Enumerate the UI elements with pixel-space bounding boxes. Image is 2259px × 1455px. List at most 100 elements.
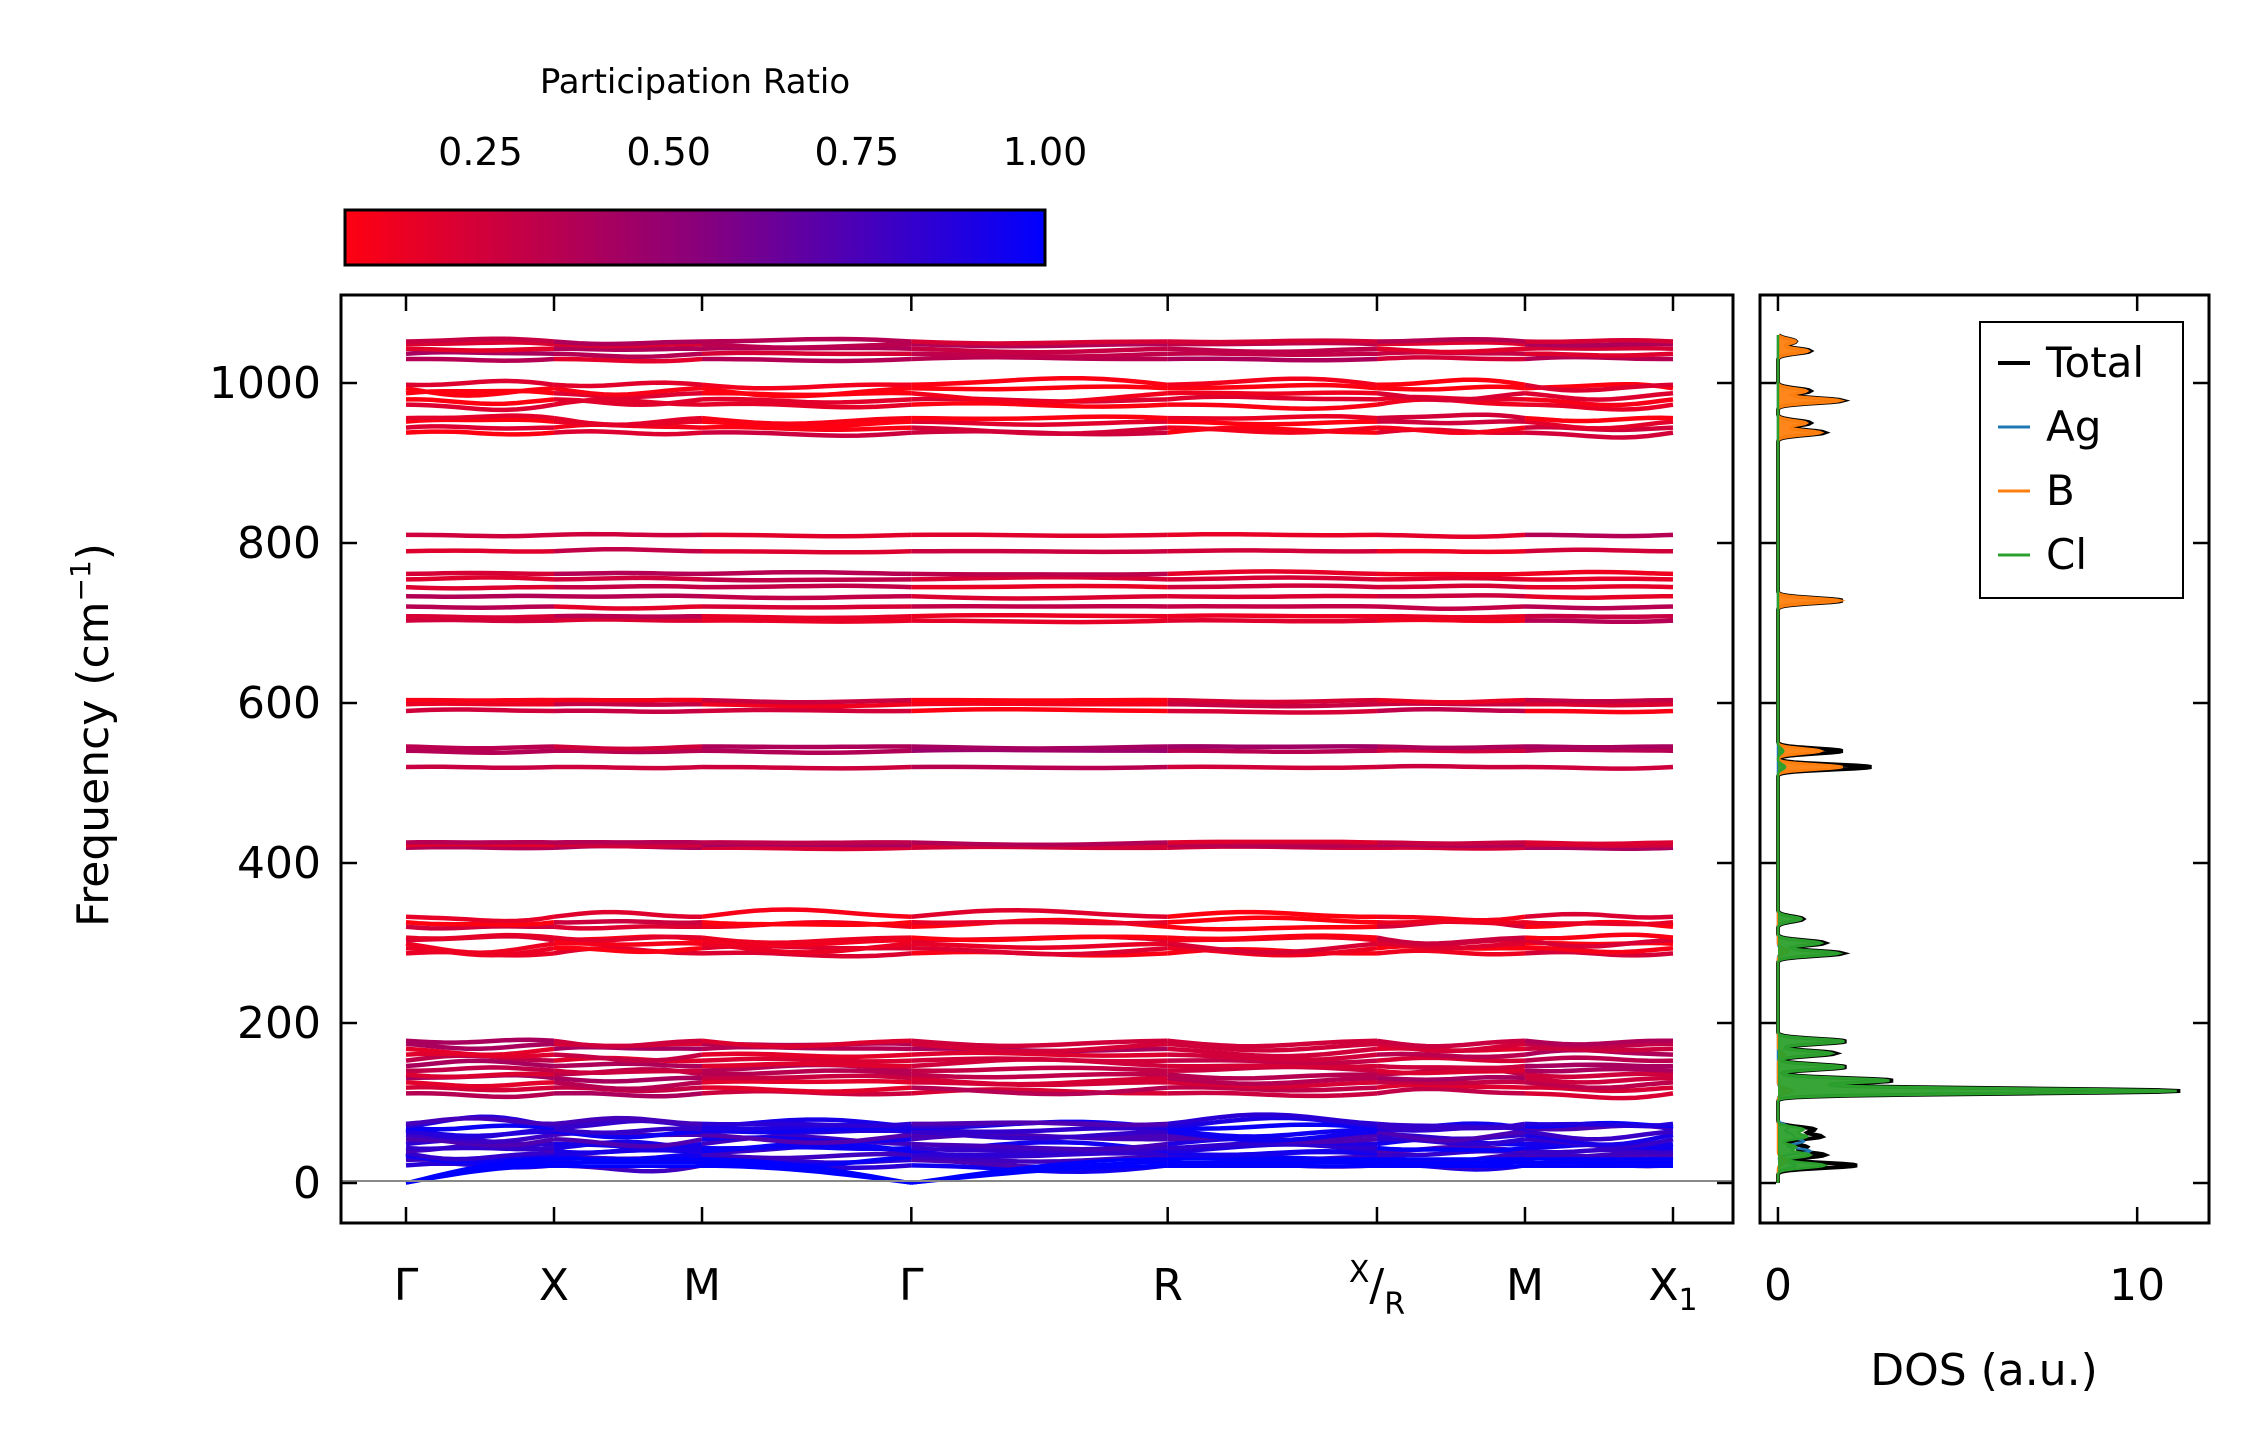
band-segment	[1167, 419, 1378, 427]
band-segment	[405, 593, 555, 599]
band-segment	[553, 934, 703, 943]
dos-line-cl	[1776, 335, 2177, 1183]
band-segment	[405, 1150, 555, 1162]
band-segment	[1524, 697, 1674, 704]
band-segment	[1167, 839, 1378, 845]
band-segment	[405, 764, 555, 771]
band-segment	[1167, 356, 1378, 363]
band-segment	[553, 351, 703, 360]
band-segment	[1376, 384, 1526, 392]
band-segment	[1167, 924, 1378, 932]
band-segment	[1376, 1136, 1526, 1147]
band-segment	[405, 1137, 555, 1148]
band-segment	[702, 744, 912, 750]
band-segment	[701, 569, 912, 577]
dos-axis-label: DOS (a.u.)	[1870, 1345, 2098, 1396]
frequency-tick-label: 200	[237, 998, 321, 1049]
band-segment	[1376, 346, 1526, 355]
kpoint-label: R	[1152, 1260, 1183, 1311]
band-segment	[405, 744, 555, 751]
band-segment	[1524, 1071, 1674, 1080]
band-segment	[911, 384, 1168, 392]
band-segment	[1167, 1046, 1378, 1059]
band-segment	[911, 414, 1168, 422]
band-segment	[553, 1080, 703, 1092]
colorbar-tick-label: 1.00	[1003, 130, 1088, 174]
band-segment	[553, 570, 702, 577]
band-segment	[701, 396, 912, 405]
ylabel-base: Frequency (cm	[68, 601, 119, 927]
band-segment	[702, 356, 912, 364]
band-segment	[1524, 397, 1674, 408]
band-segment	[1167, 338, 1378, 345]
band-segment	[701, 424, 912, 433]
dos-axes-frame	[1758, 293, 2211, 1225]
kpoint-label: Γ	[899, 1260, 924, 1311]
dos-panel: 0 10 DOS (a.u.) Total Ag B Cl	[1758, 293, 2211, 1396]
colorbar-ticks: 0.25 0.50 0.75 1.00	[438, 130, 1087, 265]
band-segment	[911, 907, 1168, 919]
band-segment	[911, 612, 1168, 619]
band-segment	[911, 339, 1168, 346]
band-segment	[1167, 351, 1378, 357]
band-segment	[405, 1046, 555, 1057]
band-segment	[1524, 1121, 1674, 1129]
band-segment	[1376, 744, 1526, 751]
band-segment	[553, 575, 703, 582]
band-segment	[405, 402, 555, 413]
band-segment	[701, 604, 912, 610]
band-segment	[1524, 402, 1674, 412]
band-segment	[1167, 1122, 1378, 1131]
phonon-band	[406, 531, 1674, 540]
band-segment	[405, 707, 555, 714]
band-segment	[701, 1121, 912, 1128]
band-segment	[702, 583, 912, 590]
band-segment	[1167, 414, 1378, 421]
band-segment	[1376, 948, 1526, 957]
band-segment	[553, 531, 703, 538]
band-segment	[1524, 945, 1674, 955]
band-segment	[1525, 618, 1674, 625]
band-segment	[405, 932, 555, 941]
band-segment	[911, 571, 1168, 577]
band-segment	[1524, 391, 1674, 402]
band-segment	[554, 748, 703, 755]
band-segment	[406, 614, 555, 620]
band-segment	[1376, 1121, 1526, 1130]
band-segment	[553, 397, 703, 408]
band-segment	[701, 1079, 912, 1085]
band-segment	[1167, 748, 1378, 755]
kpoint-label: Γ	[394, 1260, 419, 1311]
band-segment	[701, 1038, 912, 1049]
frequency-axis: 0 200 400 600 800 1000	[209, 358, 1733, 1209]
band-segment	[911, 1075, 1168, 1087]
band-segment	[911, 697, 1168, 703]
phonon-band	[405, 604, 1674, 612]
band-segment	[405, 604, 555, 610]
band-segment	[701, 618, 912, 624]
band-segment	[701, 594, 912, 601]
band-segment	[553, 1129, 703, 1140]
kpoint-label-x-over-r: X/R	[1349, 1255, 1405, 1322]
band-segment	[1167, 593, 1378, 600]
phonon-band	[405, 412, 1674, 427]
band-segment	[911, 376, 1168, 388]
band-segment	[702, 532, 912, 539]
band-segment	[553, 593, 703, 599]
band-segment	[911, 764, 1168, 771]
ylabel-close: )	[68, 543, 119, 560]
band-segment	[406, 356, 555, 363]
band-segment	[405, 941, 555, 955]
band-segment	[701, 430, 912, 438]
band-segment	[701, 941, 912, 955]
dos-tick-label: 0	[1764, 1260, 1792, 1311]
dos-tick-label: 10	[2109, 1260, 2165, 1311]
band-segment	[553, 1126, 703, 1136]
phonon-band	[405, 569, 1674, 577]
band-segment	[1376, 1074, 1526, 1082]
band-segment	[701, 415, 912, 426]
kpoint-label-part: R	[1384, 1287, 1405, 1322]
band-segment	[1167, 697, 1378, 705]
band-segment	[1376, 1129, 1526, 1143]
